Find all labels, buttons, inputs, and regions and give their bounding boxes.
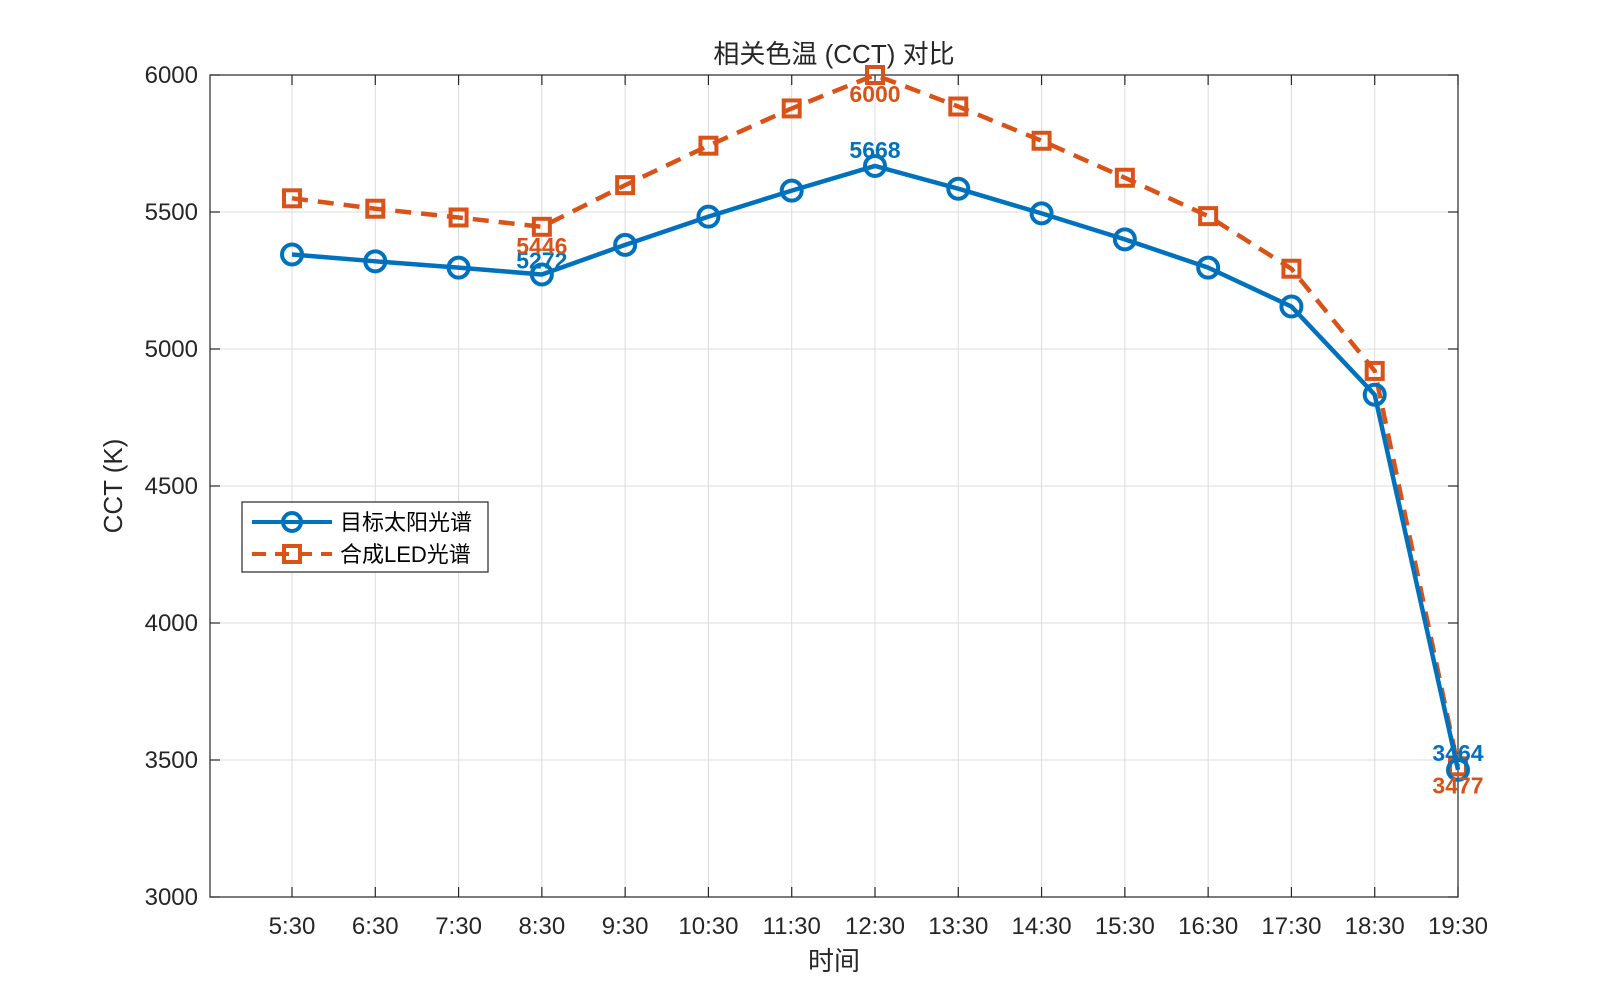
legend-label-target: 目标太阳光谱: [340, 510, 472, 535]
x-tick-label: 17:30: [1261, 913, 1321, 940]
x-tick-label: 18:30: [1345, 913, 1405, 940]
data-point-target: [280, 242, 304, 267]
data-point-target: [863, 153, 887, 178]
data-label-target: 5668: [849, 137, 900, 163]
data-point-target: [779, 178, 804, 203]
y-tick-label: 6000: [145, 62, 198, 89]
x-tick-label: 11:30: [763, 913, 821, 940]
data-label-target: 5272: [516, 247, 567, 273]
data-point-target: [613, 232, 638, 257]
data-point-led: [365, 198, 386, 219]
data-point-target: [1112, 227, 1137, 252]
x-tick-label: 14:30: [1012, 913, 1072, 940]
data-label-target: 3464: [1432, 740, 1483, 766]
x-tick-label: 19:30: [1428, 913, 1488, 940]
data-label-led: 6000: [849, 81, 900, 107]
data-point-led: [1364, 360, 1385, 381]
y-tick-label: 4500: [145, 473, 198, 500]
data-point-led: [698, 135, 719, 156]
data-point-target: [529, 262, 554, 287]
axes: 5:30 6:30 7:30 8:30 9:30 10:30 11:30 12:30 13:30…: [145, 62, 1488, 940]
data-point-led: [948, 96, 969, 117]
x-tick-label: 15:30: [1095, 913, 1155, 940]
y-tick-label: 3500: [145, 747, 198, 774]
data-point-target: [1196, 255, 1221, 280]
data-point-led: [531, 216, 552, 237]
data-labels: 5272 5668 3464 5446 6000 3477: [516, 81, 1484, 798]
data-point-led: [282, 188, 302, 209]
x-tick-label: 9:30: [602, 913, 649, 940]
data-point-target: [363, 249, 388, 274]
y-axis-title: CCT (K): [98, 439, 128, 534]
x-tick-label: 7:30: [435, 913, 482, 940]
legend-marker-target: [281, 511, 303, 533]
data-point-led: [1114, 167, 1135, 188]
x-tick-label: 8:30: [518, 913, 565, 940]
legend: 目标太阳光谱 合成LED光谱: [241, 501, 489, 573]
data-point-led: [1031, 130, 1052, 151]
data-label-led: 3477: [1432, 772, 1483, 798]
data-point-led: [781, 98, 802, 119]
x-tick-label: 5:30: [269, 913, 316, 940]
legend-marker-led: [282, 544, 302, 564]
data-point-led: [615, 175, 636, 196]
y-tick-label: 5000: [145, 336, 198, 363]
data-point-target: [1446, 757, 1470, 782]
x-tick-label: 12:30: [845, 913, 905, 940]
x-tick-label: 13:30: [928, 913, 988, 940]
x-tick-label: 16:30: [1178, 913, 1238, 940]
y-tick-label: 3000: [145, 884, 198, 911]
x-axis-title: 时间: [808, 946, 860, 976]
series-line-led: [291, 72, 1461, 767]
series-line-target: [291, 163, 1461, 771]
data-point-led: [1198, 206, 1219, 227]
x-tick-label: 10:30: [678, 913, 738, 940]
data-point-target: [1279, 294, 1304, 319]
data-point-target: [446, 255, 471, 280]
data-point-led: [448, 207, 469, 228]
y-tick-label: 4000: [145, 610, 198, 637]
series-group: [280, 65, 1470, 782]
data-point-target: [1029, 201, 1054, 226]
data-point-target: [696, 204, 721, 229]
chart-title: 相关色温 (CCT) 对比: [713, 39, 954, 69]
x-tick-label: 6:30: [352, 913, 399, 940]
y-tick-label: 5500: [145, 199, 198, 226]
legend-label-led: 合成LED光谱: [340, 542, 471, 567]
data-point-led: [865, 65, 885, 85]
data-point-target: [1362, 382, 1387, 407]
data-label-led: 5446: [516, 233, 567, 259]
data-point-led: [1281, 258, 1302, 279]
data-point-target: [946, 176, 971, 201]
